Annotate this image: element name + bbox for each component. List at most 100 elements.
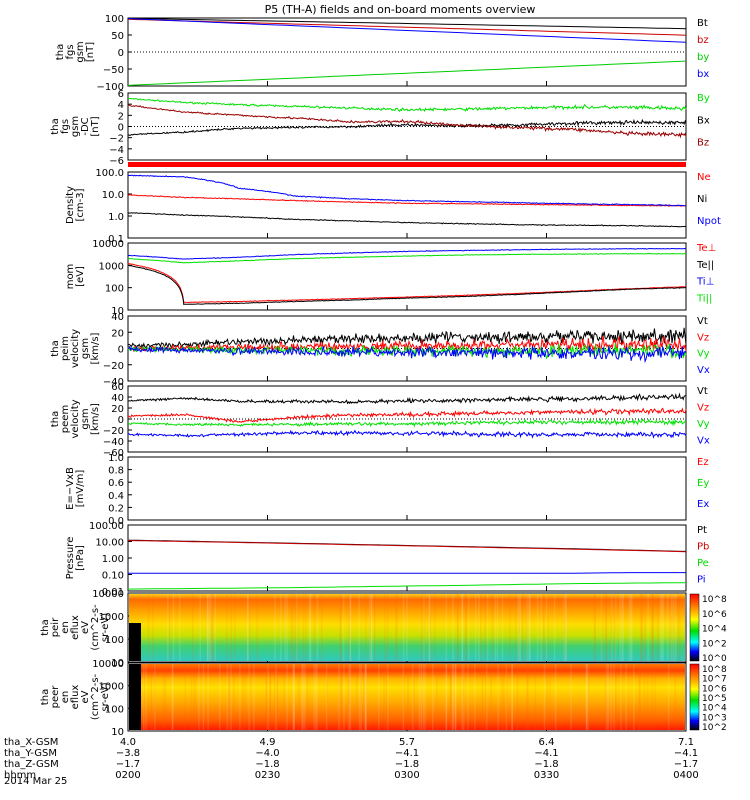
spectrogram-streak [467, 594, 470, 661]
spectrogram-streak [486, 594, 489, 661]
spectrogram-streak [670, 594, 673, 661]
spectrogram-streak [546, 594, 549, 661]
y-tick-label: 10000 [92, 659, 124, 670]
legend-Vt: Vt [697, 386, 708, 397]
colorbar-label: 10^5 [702, 694, 727, 704]
spectrogram-streak [385, 664, 388, 730]
spectrogram-streak [168, 594, 171, 661]
spectrogram-streak [313, 664, 315, 730]
series-bx [127, 18, 687, 43]
y-tick-label: 10000 [92, 589, 124, 600]
spectrogram-streak [605, 664, 607, 730]
spectrogram-streak [178, 594, 181, 661]
y-axis-label-line: [km/s] [90, 403, 101, 435]
spectrogram-streak [313, 594, 316, 661]
spectrogram-streak [659, 594, 662, 661]
y-axis-label-line: gsm [75, 41, 86, 62]
spectrogram-streak [339, 594, 342, 661]
y-tick-label: 100.00 [89, 521, 124, 532]
spectrogram-streak [244, 664, 246, 730]
legend-bx: bx [697, 69, 709, 80]
series-Vt [127, 392, 687, 405]
spectrogram-streak [210, 594, 212, 661]
spectrogram-streak [365, 664, 368, 730]
spectrogram-streak [256, 594, 258, 661]
y-tick-label: 100 [105, 635, 124, 646]
y-tick-label: 100 [105, 704, 124, 715]
spectrogram-streak [679, 594, 681, 661]
spectrogram-streak [553, 594, 556, 661]
spectrogram-streak [280, 594, 282, 661]
spectrogram-streak [633, 664, 635, 730]
series-Vx [127, 429, 687, 439]
spectrogram-streak [302, 664, 304, 730]
spectrogram-streak [316, 664, 318, 730]
spectrogram-streak [677, 594, 679, 661]
y-axis-label-line: fgs [65, 44, 76, 59]
spectrogram-streak [154, 664, 156, 730]
spectrogram-streak [640, 594, 642, 661]
spectrogram-streak [214, 594, 216, 661]
series-By [127, 98, 687, 112]
x-row-value: −1.7 [674, 759, 698, 770]
plot-title: P5 (TH-A) fields and on-board moments ov… [265, 3, 536, 16]
y-axis-label-line: tha [40, 689, 51, 705]
spectrogram-streak [172, 664, 174, 730]
colorbar-label: 10^6 [702, 610, 727, 620]
spectrogram-streak [273, 664, 276, 730]
spectrogram-streak [607, 664, 610, 730]
spectrogram-streak [517, 594, 519, 661]
spectrogram-streak [402, 664, 405, 730]
spectrogram-streak [461, 664, 463, 730]
panel-frame [127, 456, 687, 521]
y-tick-label: 100 [105, 14, 124, 25]
spectrogram-streak [670, 594, 672, 661]
spectrogram-streak [485, 664, 487, 730]
spectrogram-streak [506, 664, 508, 730]
series-Vy [127, 417, 687, 428]
spectrogram-streak [230, 664, 232, 730]
x-row-label: tha_Z-GSM [4, 759, 59, 770]
y-tick-label: 60 [111, 382, 124, 393]
legend-Pt: Pt [697, 525, 707, 536]
y-axis-label-line: [cm-3] [75, 188, 86, 221]
spectrogram-streak [640, 594, 643, 661]
colorbar-label: 10^2 [702, 639, 727, 649]
colorbar-label: 10^2 [702, 723, 727, 733]
y-tick-label: 0.4 [108, 491, 124, 502]
legend-Ne: Ne [697, 172, 711, 183]
spectrogram-streak [651, 594, 654, 661]
spectrogram-streak [452, 594, 454, 661]
x-row-label: hhmm [4, 770, 36, 781]
spectrogram-streak [620, 664, 622, 730]
spectrogram-streak [494, 594, 497, 661]
spectrogram-streak [534, 664, 537, 730]
y-axis-label-line: tha [50, 340, 61, 356]
spectrogram-streak [496, 594, 499, 661]
spectrogram-streak [202, 664, 205, 730]
spectrogram-streak [647, 594, 649, 661]
y-axis-label-line: E=−VxB [65, 467, 76, 510]
spectrogram-streak [304, 664, 306, 730]
y-tick-label: −50 [103, 65, 124, 76]
spectrogram-streak [463, 664, 465, 730]
spectrogram-streak [164, 664, 167, 730]
legend-Bt: Bt [697, 18, 708, 29]
spectrogram-streak [276, 664, 278, 730]
spectrogram-streak [423, 594, 425, 661]
spectrogram-streak [233, 664, 235, 730]
x-row-value: 4.0 [120, 737, 136, 748]
spectrogram-streak [210, 594, 213, 661]
spectrogram-streak [343, 664, 345, 730]
spectrogram-streak [465, 594, 468, 661]
y-tick-label: 10.00 [95, 538, 124, 549]
y-axis-label-line: sr-eV) [100, 613, 111, 642]
spectrogram-streak [672, 594, 675, 661]
spectrogram-streak [429, 594, 432, 661]
spectrogram-streak [619, 594, 621, 661]
legend-by: by [697, 52, 709, 63]
spectrogram-streak [651, 594, 654, 661]
spectrogram-streak [286, 594, 289, 661]
spectrogram-streak [594, 594, 596, 661]
